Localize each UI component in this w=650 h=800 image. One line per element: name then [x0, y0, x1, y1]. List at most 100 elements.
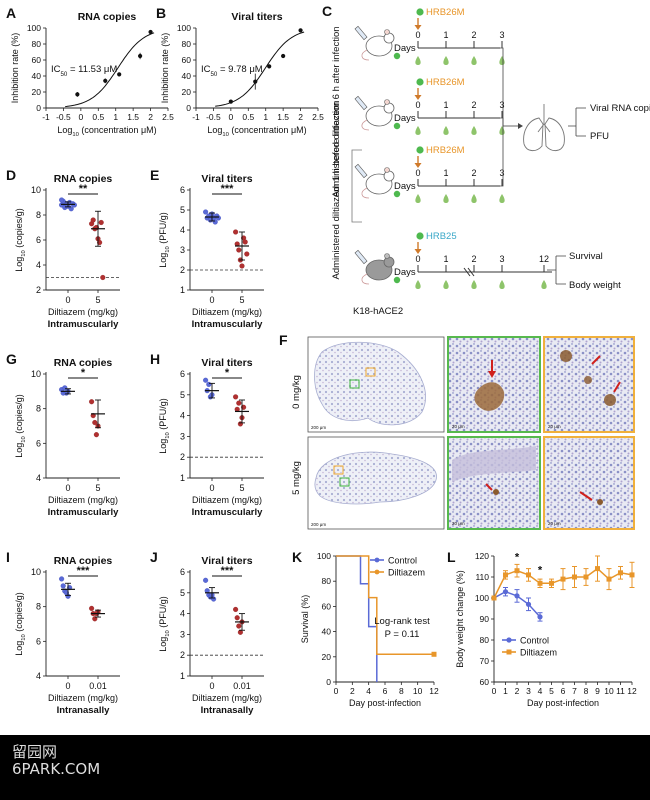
- y-tick-label: 3: [180, 431, 185, 441]
- mouse-ear-icon: [384, 29, 390, 35]
- chart-title: Viral titers: [231, 11, 282, 23]
- f-arrow-6: [579, 491, 593, 501]
- chart-title: RNA copies: [78, 11, 137, 23]
- f-inset-green-0mg: [349, 379, 360, 389]
- pvalue-label: P = 0.11: [385, 629, 420, 640]
- y-tick-label: 10: [31, 567, 41, 577]
- data-point: [549, 580, 554, 586]
- survival-line-control: [336, 555, 378, 682]
- chart-title: Viral titers: [201, 357, 252, 369]
- x-tick-label: 2: [350, 686, 355, 696]
- x-tick-label: 11: [616, 686, 625, 696]
- y-tick-label: 100: [27, 23, 41, 33]
- inoculation-arrowhead: [414, 95, 422, 100]
- virus-icon: [393, 122, 401, 130]
- data-point: [89, 605, 95, 611]
- data-point: [71, 202, 77, 208]
- mouse-tail-icon: [361, 273, 370, 285]
- data-point: [239, 263, 245, 269]
- data-point: [281, 53, 286, 59]
- y-tick-label: 100: [475, 593, 489, 603]
- timeline-tick-label: 0: [415, 30, 420, 40]
- y-tick-label: 40: [182, 71, 192, 81]
- x-tick-label: 5: [549, 686, 554, 696]
- y-tick-label: 0: [326, 677, 331, 687]
- y-tick-label: 3: [180, 629, 185, 639]
- data-point: [92, 616, 98, 622]
- sig-stars: ***: [77, 565, 91, 577]
- chart-title: RNA copies: [54, 173, 113, 185]
- route-label: Intramuscularly: [48, 507, 119, 518]
- y-tick-label: 60: [182, 55, 192, 65]
- y-tick-label: 120: [475, 551, 489, 561]
- panel-a: A RNA copies 0 20 40 60 80 100 -1 -0.5 0 0.5 1 1.5 2 2.…: [6, 5, 174, 138]
- inoculation-arrowhead: [414, 163, 422, 168]
- panel-g: G RNA copies 4 6 8 10 0 5 Diltiazem (mg/kg) Intra…: [6, 351, 120, 518]
- data-point: [572, 574, 577, 580]
- x-tick-label: 6: [383, 686, 388, 696]
- f-scale-b-2: 20 μm: [548, 424, 561, 429]
- data-point: [618, 570, 623, 576]
- f-row1-label: 0 mg/kg: [291, 375, 302, 409]
- c-row-2: Days 0 1 2 3 HRB26M: [354, 77, 505, 135]
- data-point: [537, 580, 543, 586]
- virus-icon: [416, 78, 424, 86]
- chart-title: RNA copies: [54, 357, 113, 369]
- c-readout-bracket-2: [547, 255, 566, 285]
- x-tick-label: 2.5: [312, 112, 324, 122]
- data-point: [90, 217, 96, 223]
- panel-letter: G: [6, 351, 17, 367]
- drop-icon: [499, 126, 505, 135]
- x-tick-label: 5: [239, 483, 244, 493]
- data-point: [203, 209, 209, 215]
- f-scale-b-4: 20 μm: [548, 521, 561, 526]
- timeline-tick-label: 2: [471, 30, 476, 40]
- data-point: [233, 394, 239, 400]
- f-stain-2: [560, 350, 572, 362]
- days-label: Days: [394, 113, 416, 124]
- f-scale-0mg: 200 μm: [311, 425, 326, 430]
- data-point: [228, 99, 233, 104]
- data-point: [236, 400, 242, 406]
- data-point: [212, 219, 218, 225]
- legend-label: Diltiazem: [520, 648, 557, 658]
- watermark-cn: 留园网: [12, 743, 58, 761]
- y-tick-label: 60: [480, 677, 490, 687]
- legend-marker: [374, 569, 380, 575]
- data-point: [59, 576, 65, 582]
- y-tick-label: 20: [322, 652, 332, 662]
- y-axis-label: Log10 (copies/g): [14, 394, 27, 458]
- legend-marker: [374, 557, 380, 563]
- panel-h: H Viral titers 1 2 3 4 5 6 0 5 Diltiazem (mg/kg) In…: [150, 351, 264, 518]
- data-point: [242, 239, 248, 245]
- chart-title: Viral titers: [201, 173, 252, 185]
- x-tick-label: 4: [366, 686, 371, 696]
- c-readout-bodyweight: Body weight: [569, 280, 621, 291]
- mouse-head-icon: [383, 102, 395, 114]
- data-point: [92, 419, 98, 426]
- y-tick-label: 4: [180, 609, 185, 619]
- x-tick-label: 9: [595, 686, 600, 696]
- data-point: [203, 377, 209, 383]
- panel-f-letter: F: [279, 332, 288, 348]
- axis-break: [463, 267, 471, 277]
- f-inset-green-5mg: [339, 477, 350, 487]
- data-point: [583, 574, 589, 580]
- x-axis-label: Diltiazem (mg/kg): [48, 495, 118, 505]
- x-tick-label: 7: [572, 686, 577, 696]
- panel-letter: J: [150, 549, 158, 565]
- legend-marker: [506, 637, 512, 643]
- f-inset-orange-0mg: [365, 367, 376, 377]
- watermark: 留园网 6PARK.COM: [12, 744, 100, 778]
- y-axis-label: Survival (%): [300, 595, 310, 644]
- ic50-label: IC50 = 9.78 μM: [201, 64, 263, 78]
- x-tick-label: 2: [148, 112, 153, 122]
- legend-label: Control: [388, 556, 417, 566]
- y-tick-label: 8: [36, 602, 41, 612]
- c-mouse-label: K18-hACE2: [353, 306, 403, 317]
- f-zoom-orange-5mg: [543, 436, 635, 530]
- panel-f-histology: F 0 mg/kg 5 mg/kg 200 μm 20 μm 20 μm 200…: [279, 332, 635, 530]
- x-axis-label: Day post-infection: [527, 698, 599, 708]
